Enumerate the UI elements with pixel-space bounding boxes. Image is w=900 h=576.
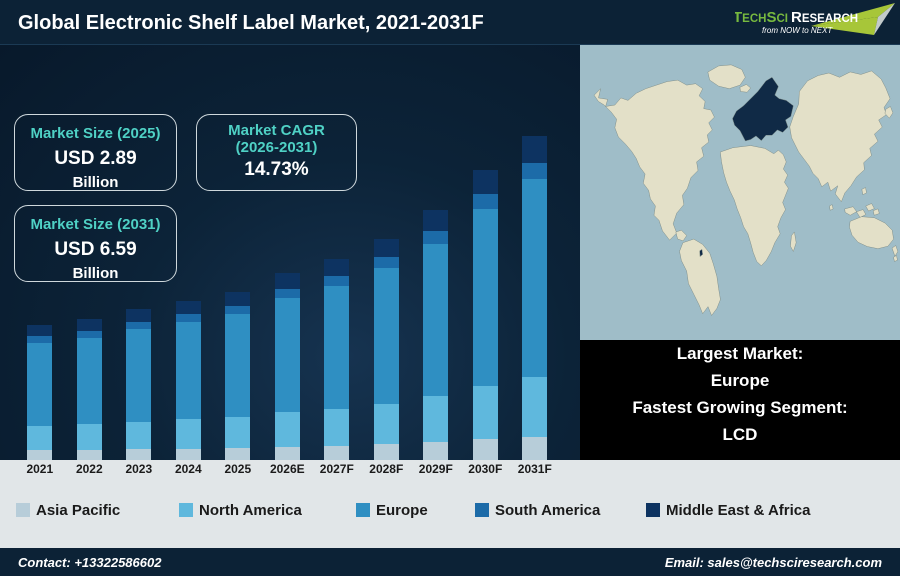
svg-text:RESEARCH: RESEARCH xyxy=(791,9,858,26)
svg-text:from NOW to NEXT: from NOW to NEXT xyxy=(762,26,833,35)
svg-text:TECHSCI: TECHSCI xyxy=(735,9,788,26)
